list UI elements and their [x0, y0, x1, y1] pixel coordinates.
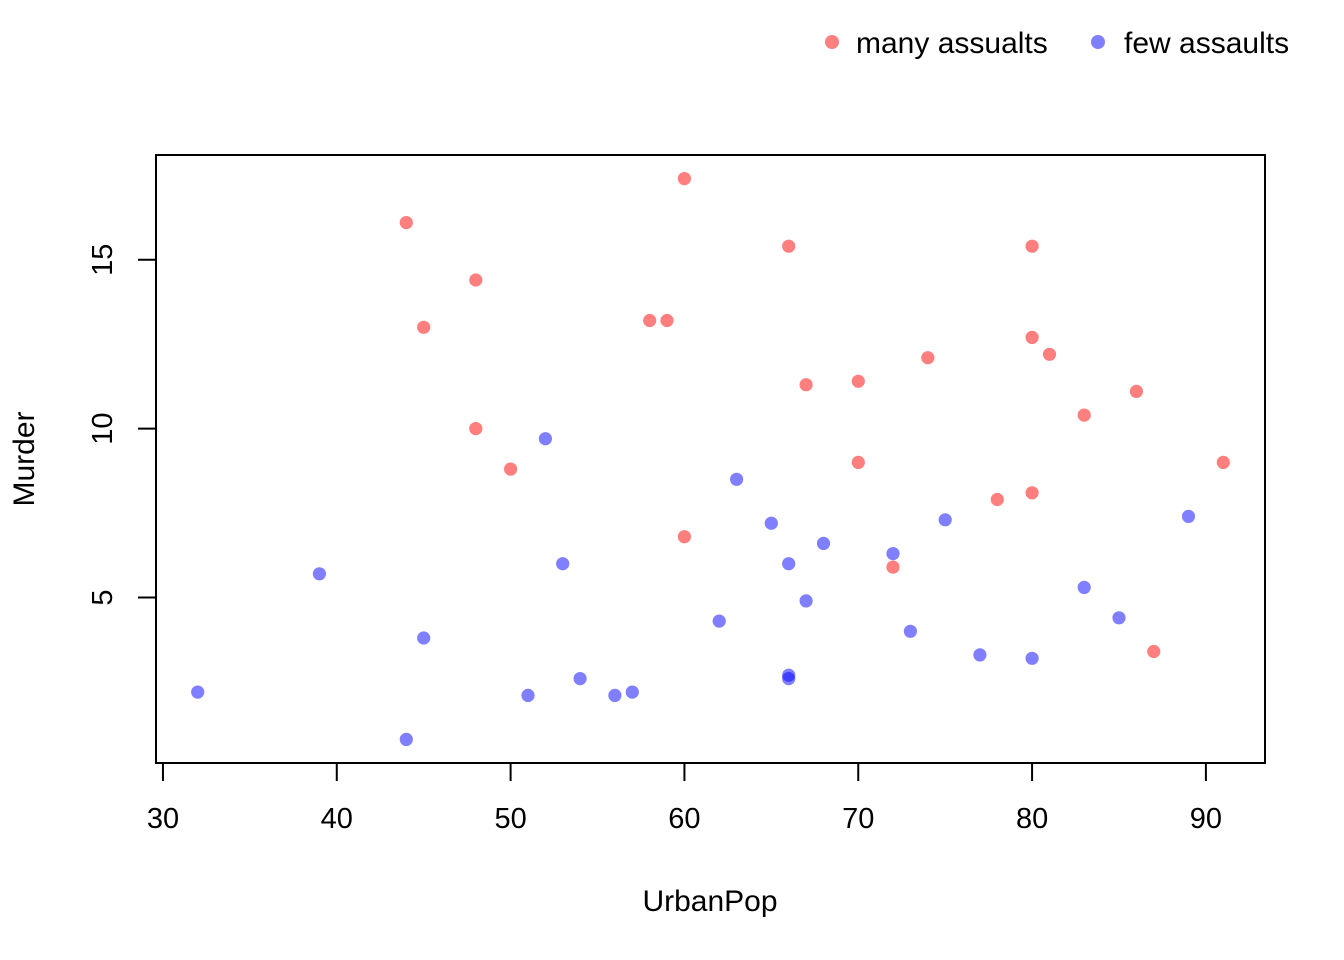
data-point	[469, 422, 483, 436]
x-axis-tick-label: 70	[842, 803, 874, 835]
data-point	[816, 536, 831, 551]
x-axis-tick-label: 90	[1190, 803, 1222, 835]
x-axis-title: UrbanPop	[642, 885, 777, 918]
data-point	[521, 688, 535, 703]
legend-marker-few-assaults-icon	[1091, 35, 1105, 49]
data-point	[312, 567, 326, 581]
data-point	[1077, 408, 1091, 422]
data-point	[1147, 644, 1161, 659]
data-point	[799, 378, 813, 392]
data-point	[903, 624, 918, 638]
data-point	[399, 216, 413, 230]
data-point	[677, 172, 692, 186]
data-point	[886, 560, 900, 574]
data-point	[782, 557, 796, 571]
legend: many assualts few assaults	[825, 27, 1289, 60]
data-point	[677, 530, 692, 544]
data-point	[1077, 580, 1091, 595]
data-point	[730, 472, 744, 486]
data-point	[782, 239, 796, 253]
data-point	[782, 672, 796, 686]
x-axis-tick-label: 40	[321, 803, 353, 835]
data-point	[1129, 384, 1143, 398]
data-point	[191, 685, 205, 699]
data-point	[573, 672, 587, 686]
y-axis-tick-label: 10	[87, 412, 119, 444]
data-point	[625, 685, 639, 699]
data-point	[799, 594, 813, 608]
data-point	[973, 648, 987, 662]
data-point	[1025, 239, 1039, 253]
plot-area: 30 40 50 60 70 80 90 5 10 15	[87, 154, 1266, 835]
data-point	[764, 516, 778, 530]
data-point	[990, 492, 1004, 507]
data-point	[886, 547, 900, 561]
x-axis-tick-label: 30	[147, 803, 179, 835]
y-axis-tick-label: 15	[87, 244, 119, 276]
series-few-assaults	[191, 432, 1196, 747]
data-point	[1112, 611, 1126, 625]
legend-markers	[825, 35, 1105, 49]
data-point	[1042, 347, 1057, 361]
data-point	[851, 374, 865, 388]
data-point	[1025, 486, 1039, 500]
data-point	[556, 557, 570, 571]
y-axis-title: Murder	[8, 411, 41, 506]
plot-border	[155, 154, 1266, 764]
data-point	[504, 462, 518, 476]
data-point	[538, 432, 553, 446]
data-point	[643, 313, 657, 328]
x-axis-tick-label: 80	[1016, 803, 1048, 835]
legend-marker-many-assaults-icon	[825, 35, 839, 49]
data-point	[417, 320, 431, 334]
data-point	[921, 351, 935, 365]
data-point	[660, 313, 674, 328]
x-axis-tick-label: 50	[494, 803, 526, 835]
data-point	[469, 273, 483, 287]
data-point	[417, 631, 431, 645]
x-axis-tick-label: 60	[668, 803, 700, 835]
data-point	[1025, 651, 1039, 665]
data-point	[1181, 509, 1196, 523]
legend-label-many-assaults: many assualts	[856, 27, 1048, 60]
data-point	[712, 614, 726, 628]
data-point	[1216, 455, 1230, 469]
data-point	[608, 688, 622, 703]
data-point	[851, 455, 865, 469]
series-many-assaults	[399, 172, 1230, 659]
data-point	[1025, 330, 1039, 344]
legend-label-few-assaults: few assaults	[1124, 27, 1289, 60]
y-axis-tick-label: 5	[87, 589, 119, 605]
data-point	[399, 732, 413, 747]
data-point	[938, 513, 952, 527]
